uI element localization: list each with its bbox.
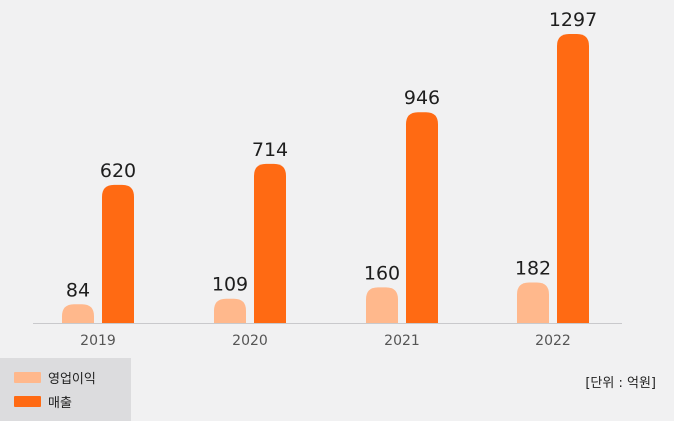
legend-label: 영업이익 bbox=[48, 372, 96, 387]
x-tick-label-2021: 2021 bbox=[384, 333, 420, 349]
value-label-revenue-2022: 1297 bbox=[549, 9, 597, 31]
bar-operating-profit-2019 bbox=[62, 304, 94, 323]
legend-item-operating-profit: 영업이익 bbox=[14, 368, 96, 387]
x-tick-labels: 2019 2020 2021 2022 bbox=[80, 333, 571, 349]
bar-operating-profit-2021 bbox=[366, 287, 398, 323]
bar-revenue-2019 bbox=[102, 184, 134, 323]
value-label-revenue-2019: 620 bbox=[100, 160, 136, 182]
x-tick-label-2022: 2022 bbox=[535, 333, 571, 349]
value-label-operating-profit-2022: 182 bbox=[515, 257, 551, 279]
x-tick-label-2020: 2020 bbox=[232, 333, 268, 349]
legend-swatch bbox=[14, 396, 41, 407]
value-labels: 84 620 109 714 160 946 182 1297 bbox=[66, 9, 597, 301]
legend-swatch bbox=[14, 372, 41, 383]
bar-revenue-2020 bbox=[254, 163, 286, 323]
unit-note: [단위 : 억원] bbox=[585, 376, 656, 391]
value-label-revenue-2021: 946 bbox=[404, 87, 440, 109]
value-label-operating-profit-2021: 160 bbox=[364, 262, 400, 284]
legend-label: 매출 bbox=[48, 396, 72, 411]
value-label-operating-profit-2020: 109 bbox=[212, 274, 248, 296]
bars bbox=[62, 34, 589, 324]
value-label-revenue-2020: 714 bbox=[252, 139, 288, 161]
legend-item-revenue: 매출 bbox=[14, 392, 72, 411]
legend: 영업이익 매출 bbox=[0, 358, 131, 421]
bar-operating-profit-2020 bbox=[214, 298, 246, 323]
bar-revenue-2021 bbox=[406, 112, 438, 324]
x-tick-label-2019: 2019 bbox=[80, 333, 116, 349]
bar-revenue-2022 bbox=[557, 34, 589, 323]
bar-operating-profit-2022 bbox=[517, 282, 549, 323]
value-label-operating-profit-2019: 84 bbox=[66, 279, 90, 301]
